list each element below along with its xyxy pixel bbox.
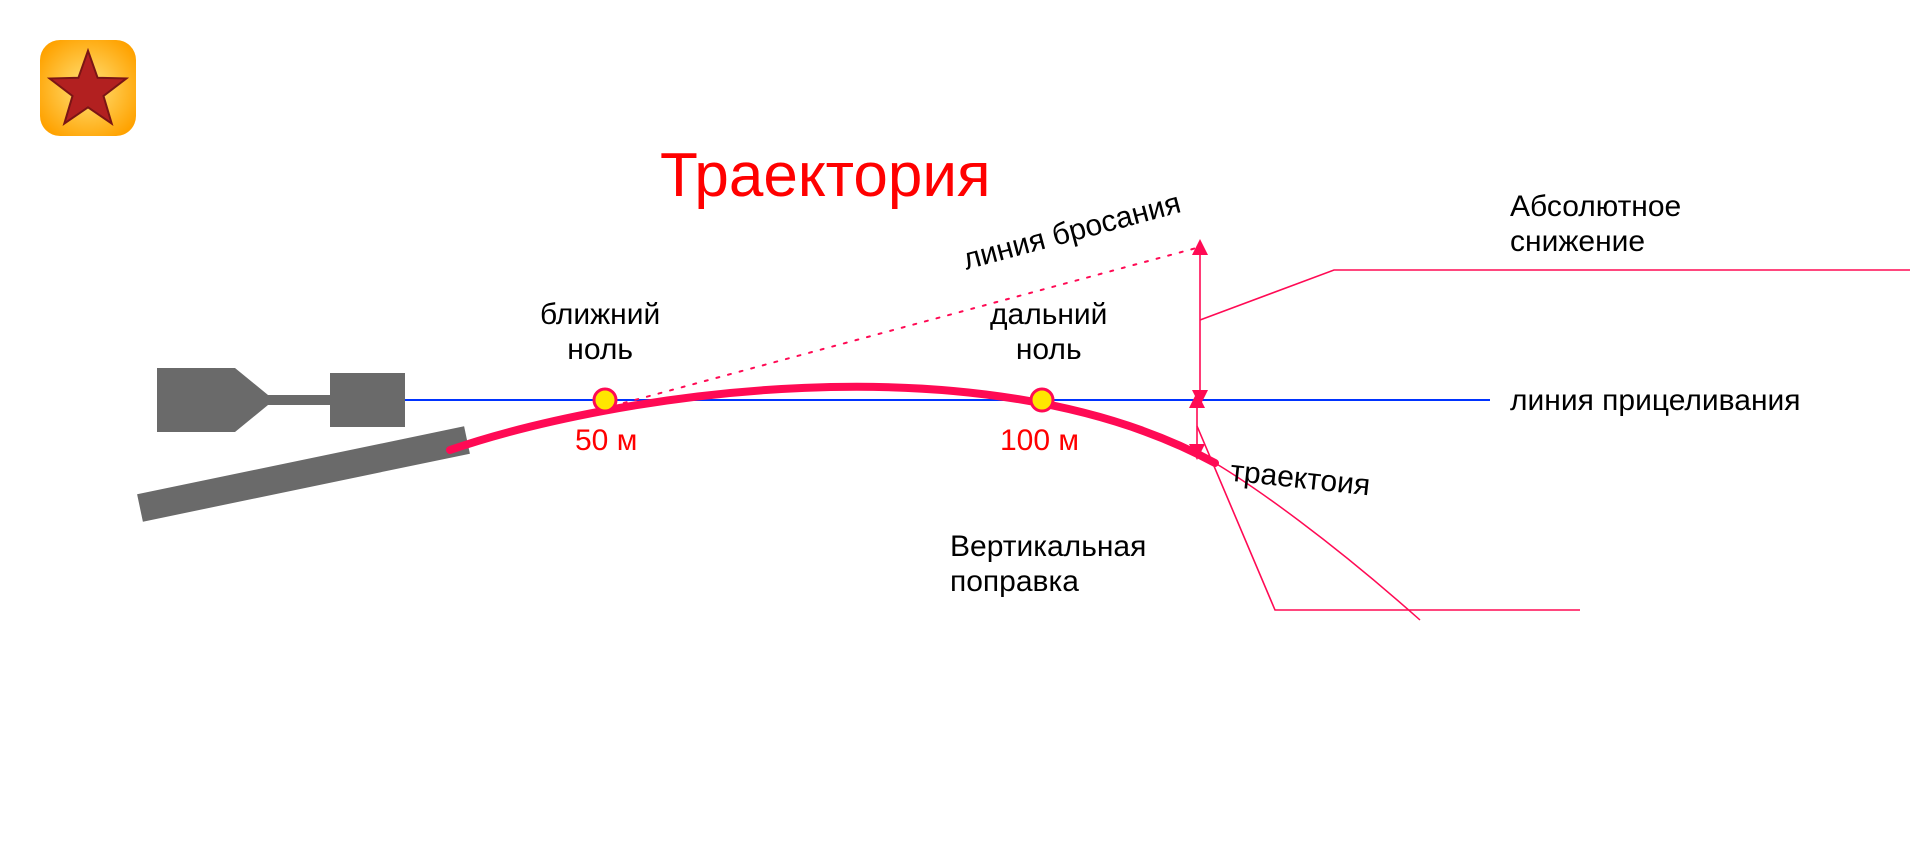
trajectory-diagram: { "diagram": { "type": "infographic", "b…: [0, 0, 1920, 841]
scope-shape: [157, 368, 405, 432]
far-zero-distance: 100 м: [1000, 424, 1079, 459]
trajectory-curve: [450, 387, 1215, 463]
far-zero-label: дальний ноль: [990, 298, 1107, 367]
sight-line-label: линия прицеливания: [1510, 384, 1801, 419]
near-zero-point: [594, 389, 616, 411]
absolute-drop-leader: [1200, 270, 1910, 320]
diagram-title: Траектория: [660, 140, 991, 211]
far-zero-point: [1031, 389, 1053, 411]
barrel-shape: [137, 426, 470, 521]
near-zero-label: ближний ноль: [540, 298, 660, 367]
vertical-correction-leader: [1197, 426, 1580, 610]
near-zero-distance: 50 м: [575, 424, 637, 459]
absolute-drop-label: Абсолютное снижение: [1510, 190, 1681, 259]
logo-icon: [40, 40, 136, 136]
vertical-correction-label: Вертикальная поправка: [950, 530, 1146, 599]
diagram-svg: [0, 0, 1920, 841]
